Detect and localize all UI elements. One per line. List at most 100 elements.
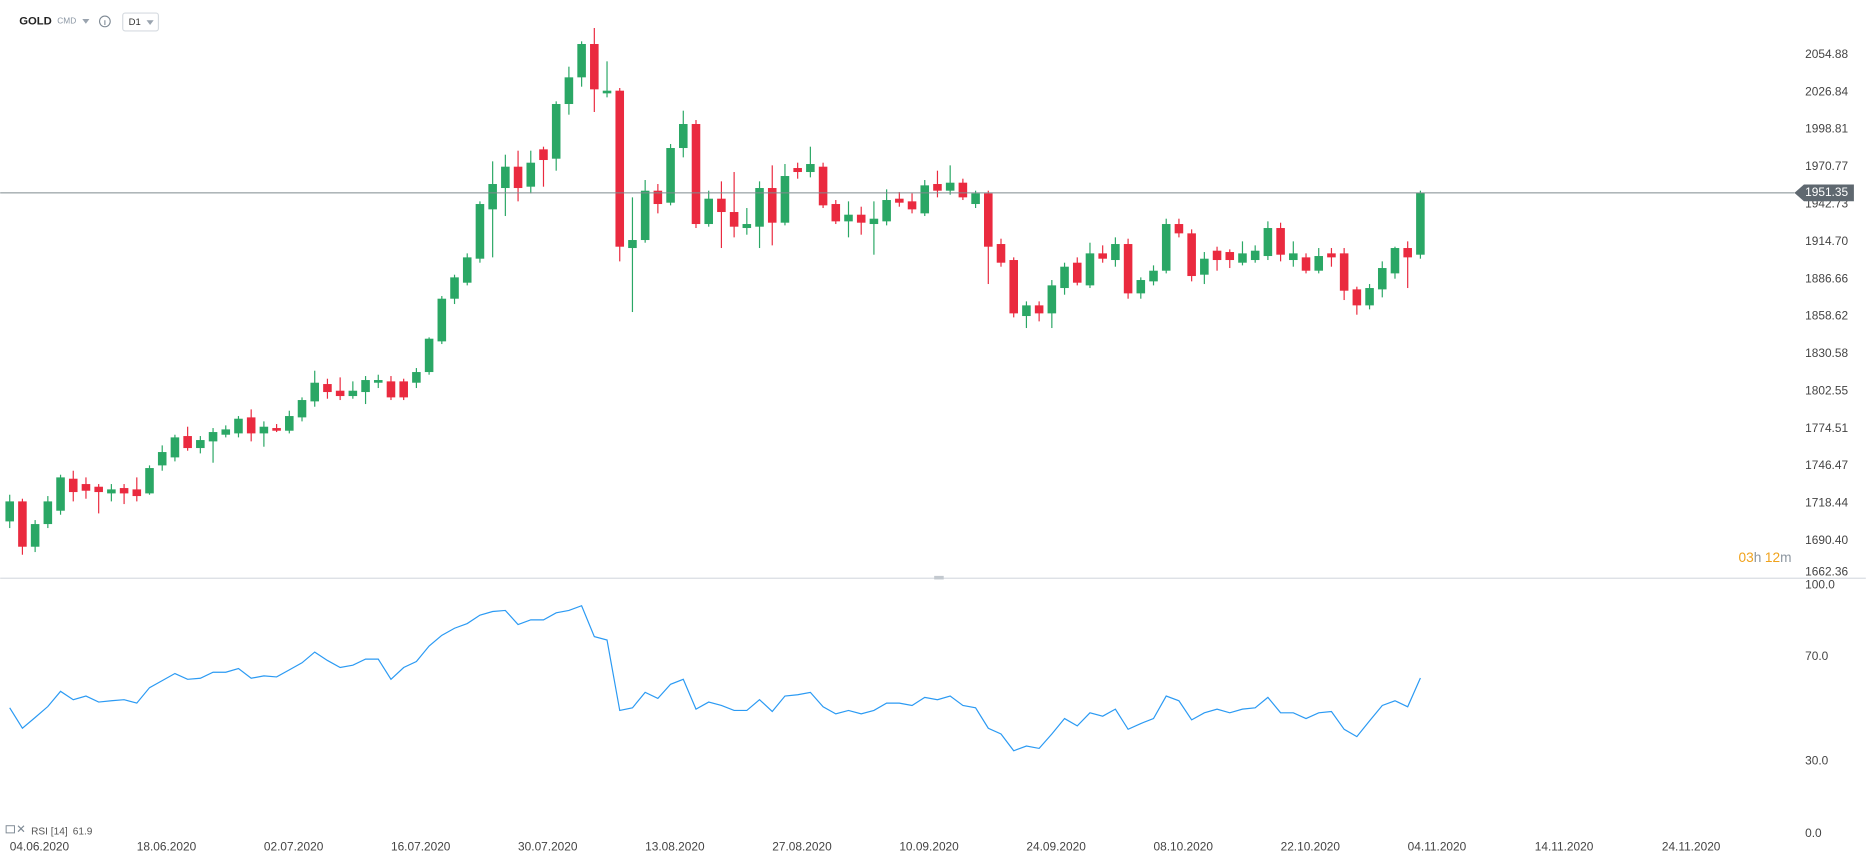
symbol[interactable]: GOLD	[19, 15, 52, 27]
candle-body	[1149, 270, 1158, 282]
candle-body	[1085, 253, 1095, 286]
x-tick-label: 22.10.2020	[1281, 839, 1341, 853]
toolbar: GOLD CMD D1	[19, 12, 160, 32]
x-tick-label: 27.08.2020	[772, 839, 832, 853]
candle-body	[945, 182, 955, 191]
candle-body	[895, 198, 904, 203]
y-tick-label: 1830.58	[1805, 346, 1848, 360]
market-dropdown[interactable]	[82, 19, 90, 24]
y-tick-label: 100.0	[1805, 578, 1835, 592]
candle-body	[907, 201, 917, 210]
candle-body	[1047, 285, 1057, 314]
candle-body	[1263, 228, 1273, 257]
candle-body	[1301, 257, 1311, 271]
candle-body	[107, 489, 116, 494]
candle-body	[818, 166, 828, 206]
candle-body	[285, 416, 294, 431]
candle-body	[424, 338, 434, 373]
y-tick-label: 2026.84	[1805, 84, 1848, 98]
candle-body	[450, 277, 459, 299]
candle-body	[602, 90, 612, 94]
x-tick-label: 14.11.2020	[1535, 839, 1594, 853]
candle-body	[234, 418, 243, 434]
candle-body	[501, 166, 510, 189]
candle-body	[170, 437, 180, 458]
candle-body	[1174, 224, 1184, 234]
candle-body	[958, 182, 968, 198]
candle-body	[94, 486, 103, 493]
x-tick-label: 30.07.2020	[518, 839, 578, 853]
candle-body	[882, 200, 891, 222]
candle-body	[856, 214, 866, 223]
candle-body	[729, 212, 739, 227]
y-tick-label: 1746.47	[1805, 458, 1848, 472]
candle-body	[1289, 253, 1298, 261]
y-tick-label: 30.0	[1805, 754, 1829, 768]
candle-body	[272, 428, 281, 431]
current-price-label: 1951.35	[1805, 185, 1848, 199]
candle-body	[1072, 262, 1082, 283]
candle-body	[157, 452, 167, 466]
y-tick-label: 2054.88	[1805, 47, 1848, 61]
x-tick-label: 24.11.2020	[1662, 839, 1721, 853]
candle-body	[869, 218, 879, 225]
candle-body	[1377, 268, 1387, 290]
rsi-legend-name: RSI [14]	[31, 826, 68, 837]
interval-box[interactable]	[122, 12, 160, 32]
candle-body	[628, 240, 637, 249]
candle-body	[1200, 258, 1209, 275]
candle-body	[183, 436, 192, 449]
candle-body	[323, 384, 332, 393]
candle-body	[793, 168, 802, 173]
candle-body	[348, 390, 358, 397]
candle-body	[1111, 244, 1120, 261]
x-tick-label: 18.06.2020	[137, 839, 197, 853]
candle-body	[615, 90, 625, 247]
candle-body	[81, 484, 91, 491]
candle-body	[1060, 266, 1069, 289]
y-tick-label: 1774.51	[1805, 421, 1848, 435]
candle-body	[399, 381, 408, 398]
candle-body	[1187, 233, 1196, 277]
candle-body	[1276, 228, 1285, 255]
x-tick-label: 16.07.2020	[391, 839, 451, 853]
x-tick-label: 02.07.2020	[264, 839, 324, 853]
y-tick-label: 1718.44	[1805, 496, 1848, 510]
candle-body	[132, 489, 142, 497]
candle-body	[361, 380, 370, 393]
y-tick-label: 1690.40	[1805, 533, 1848, 547]
candle-body	[1314, 256, 1324, 271]
candle-body	[1403, 248, 1412, 258]
legend-close-icon[interactable]	[17, 825, 25, 833]
candle-body	[551, 104, 561, 159]
x-tick-label: 08.10.2020	[1154, 839, 1214, 853]
candle-body	[1250, 250, 1260, 261]
candle-body	[526, 162, 536, 187]
y-tick-label: 70.0	[1805, 649, 1829, 663]
candle-body	[119, 488, 129, 494]
candle-body	[513, 166, 523, 189]
candle-body	[653, 190, 663, 205]
candle-body	[1022, 305, 1031, 317]
candles	[5, 28, 1425, 555]
y-tick-label: 1858.62	[1805, 309, 1848, 323]
candle-body	[56, 477, 65, 511]
candle-body	[1098, 253, 1107, 259]
candle-body	[30, 524, 40, 547]
countdown: 03h 12m	[1739, 550, 1792, 565]
legend-settings-icon[interactable]	[5, 825, 15, 834]
info-icon[interactable]	[98, 15, 111, 28]
interval-dropdown	[146, 20, 154, 25]
candle-body	[208, 432, 218, 442]
candle-body	[920, 185, 930, 214]
candle-body	[1339, 253, 1349, 291]
interval: D1	[129, 17, 141, 28]
x-tick-label: 24.09.2020	[1026, 839, 1086, 853]
candle-body	[196, 440, 205, 449]
resize-handle[interactable]	[934, 575, 944, 580]
candle-body	[1352, 289, 1362, 306]
candle-body	[971, 193, 980, 205]
candle-body	[831, 204, 841, 222]
